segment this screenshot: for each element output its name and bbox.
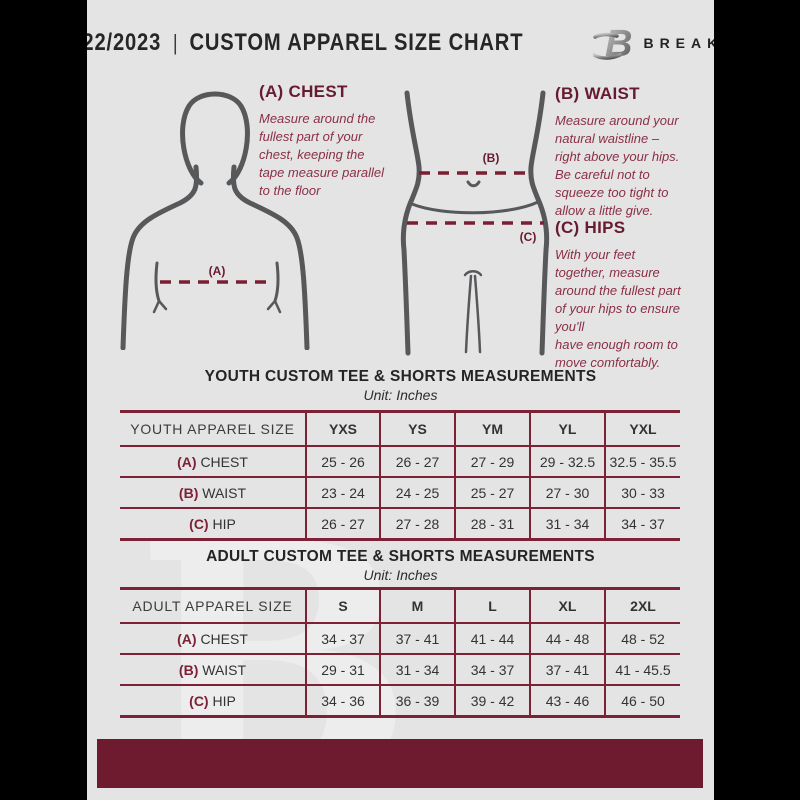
youth-size-table: YOUTH APPAREL SIZE YXS YS YM YL YXL (A) …: [120, 410, 680, 541]
cell: 37 - 41: [379, 623, 455, 654]
cell: 25 - 27: [454, 477, 530, 508]
title-separator: |: [172, 30, 178, 55]
cell: 25 - 26: [305, 446, 380, 477]
chest-guide-body: Measure around the fullest part of your …: [259, 111, 385, 198]
cell: 37 - 41: [529, 654, 605, 685]
cell: 30 - 33: [604, 477, 680, 508]
row-label: CHEST: [200, 630, 248, 647]
cell: 34 - 36: [305, 685, 380, 717]
cell: 32.5 - 35.5: [604, 446, 680, 477]
youth-table-title: YOUTH CUSTOM TEE & SHORTS MEASUREMENTS: [204, 368, 597, 385]
chest-line-label: (A): [209, 264, 226, 278]
chest-guide: (A) CHEST Measure around the fullest par…: [259, 82, 415, 200]
adult-col-2xl: 2XL: [604, 588, 680, 623]
adult-size-table: ADULT APPAREL SIZE S M L XL 2XL (A) CHES…: [120, 587, 680, 718]
adult-hip-row-label: (C) HIP: [120, 685, 306, 717]
adult-table-unit: Unit: Inches: [363, 567, 438, 583]
cell: 41 - 44: [454, 623, 530, 654]
table-row: (C) HIP 26 - 27 27 - 28 28 - 31 31 - 34 …: [120, 508, 680, 540]
row-key: (C): [189, 692, 209, 709]
cell: 48 - 52: [604, 623, 680, 654]
adult-table-title: ADULT CUSTOM TEE & SHORTS MEASUREMENTS: [206, 548, 595, 565]
row-key: (A): [177, 453, 197, 470]
hips-figure-illustration: (B) (C): [400, 90, 550, 356]
adult-col-xl: XL: [529, 588, 605, 623]
row-label: WAIST: [202, 484, 247, 501]
cell: 28 - 31: [454, 508, 530, 540]
cell: 41 - 45.5: [604, 654, 680, 685]
hips-guide: (C) HIPS With your feet together, measur…: [555, 218, 714, 372]
youth-col-ys: YS: [379, 411, 455, 446]
table-row: (B) WAIST 29 - 31 31 - 34 34 - 37 37 - 4…: [120, 654, 680, 685]
youth-table-header-size: YOUTH APPAREL SIZE: [130, 421, 295, 437]
youth-col-yxs: YXS: [305, 411, 380, 446]
waist-guide: (B) WAIST Measure around your natural wa…: [555, 84, 714, 220]
cell: 31 - 34: [379, 654, 455, 685]
waist-line-label: (B): [483, 151, 500, 165]
cell: 29 - 31: [305, 654, 380, 685]
adult-col-m: M: [379, 588, 455, 623]
chest-guide-heading: (A) CHEST: [259, 82, 348, 101]
row-label: HIP: [212, 692, 236, 709]
cell: 23 - 24: [305, 477, 380, 508]
poster-page: B 2022/2023 | CUSTOM APPAREL SIZE CHART …: [87, 0, 714, 800]
page-title: 2022/2023 | CUSTOM APPAREL SIZE CHART: [87, 29, 523, 57]
cell: 34 - 37: [454, 654, 530, 685]
waist-guide-heading: (B) WAIST: [555, 84, 640, 103]
title-year: 2022/2023: [87, 29, 161, 56]
hips-line-label: (C): [520, 230, 537, 244]
cell: 27 - 28: [379, 508, 455, 540]
row-label: HIP: [212, 515, 236, 532]
waist-guide-body: Measure around your natural waistline – …: [555, 113, 680, 218]
table-row: (B) WAIST 23 - 24 24 - 25 25 - 27 27 - 3…: [120, 477, 680, 508]
row-key: (B): [178, 484, 199, 501]
adult-table-header-size: ADULT APPAREL SIZE: [132, 598, 293, 614]
cell: 29 - 32.5: [529, 446, 605, 477]
youth-chest-row-label: (A) CHEST: [120, 446, 306, 477]
row-key: (B): [178, 661, 199, 678]
cell: 36 - 39: [379, 685, 455, 717]
cell: 46 - 50: [604, 685, 680, 717]
table-row: (C) HIP 34 - 36 36 - 39 39 - 42 43 - 46 …: [120, 685, 680, 717]
youth-table-header-row: YOUTH APPAREL SIZE YXS YS YM YL YXL: [120, 411, 680, 446]
adult-table-header-row: ADULT APPAREL SIZE S M L XL 2XL: [120, 588, 680, 623]
row-key: (A): [177, 630, 197, 647]
youth-col-ym: YM: [454, 411, 530, 446]
torso-figure-illustration: (A): [120, 91, 310, 350]
cell: 34 - 37: [305, 623, 380, 654]
adult-chest-row-label: (A) CHEST: [120, 623, 306, 654]
brand-name: BREAKAWAY: [643, 35, 714, 51]
cell: 31 - 34: [529, 508, 605, 540]
breakaway-logo-icon: B: [593, 23, 633, 64]
table-row: (A) CHEST 34 - 37 37 - 41 41 - 44 44 - 4…: [120, 623, 680, 654]
cell: 44 - 48: [529, 623, 605, 654]
youth-waist-row-label: (B) WAIST: [120, 477, 306, 508]
adult-col-l: L: [454, 588, 530, 623]
header: 2022/2023 | CUSTOM APPAREL SIZE CHART B …: [87, 22, 714, 64]
cell: 24 - 25: [379, 477, 455, 508]
hips-guide-heading: (C) HIPS: [555, 218, 626, 237]
cell: 26 - 27: [305, 508, 380, 540]
table-row: (A) CHEST 25 - 26 26 - 27 27 - 29 29 - 3…: [120, 446, 680, 477]
footer-accent-bar: [97, 739, 703, 788]
youth-col-yxl: YXL: [604, 411, 680, 446]
cell: 26 - 27: [379, 446, 455, 477]
youth-table-unit: Unit: Inches: [363, 387, 438, 403]
title-text: CUSTOM APPAREL SIZE CHART: [189, 29, 524, 56]
cell: 34 - 37: [604, 508, 680, 540]
youth-hip-row-label: (C) HIP: [120, 508, 306, 540]
row-label: WAIST: [202, 661, 247, 678]
adult-waist-row-label: (B) WAIST: [120, 654, 306, 685]
cell: 39 - 42: [454, 685, 530, 717]
brand-lockup: B BREAKAWAY: [593, 22, 714, 64]
cell: 27 - 29: [454, 446, 530, 477]
cell: 43 - 46: [529, 685, 605, 717]
youth-col-yl: YL: [529, 411, 605, 446]
row-key: (C): [189, 515, 209, 532]
row-label: CHEST: [200, 453, 248, 470]
cell: 27 - 30: [529, 477, 605, 508]
adult-col-s: S: [305, 588, 380, 623]
hips-guide-body: With your feet together, measure around …: [555, 247, 681, 370]
